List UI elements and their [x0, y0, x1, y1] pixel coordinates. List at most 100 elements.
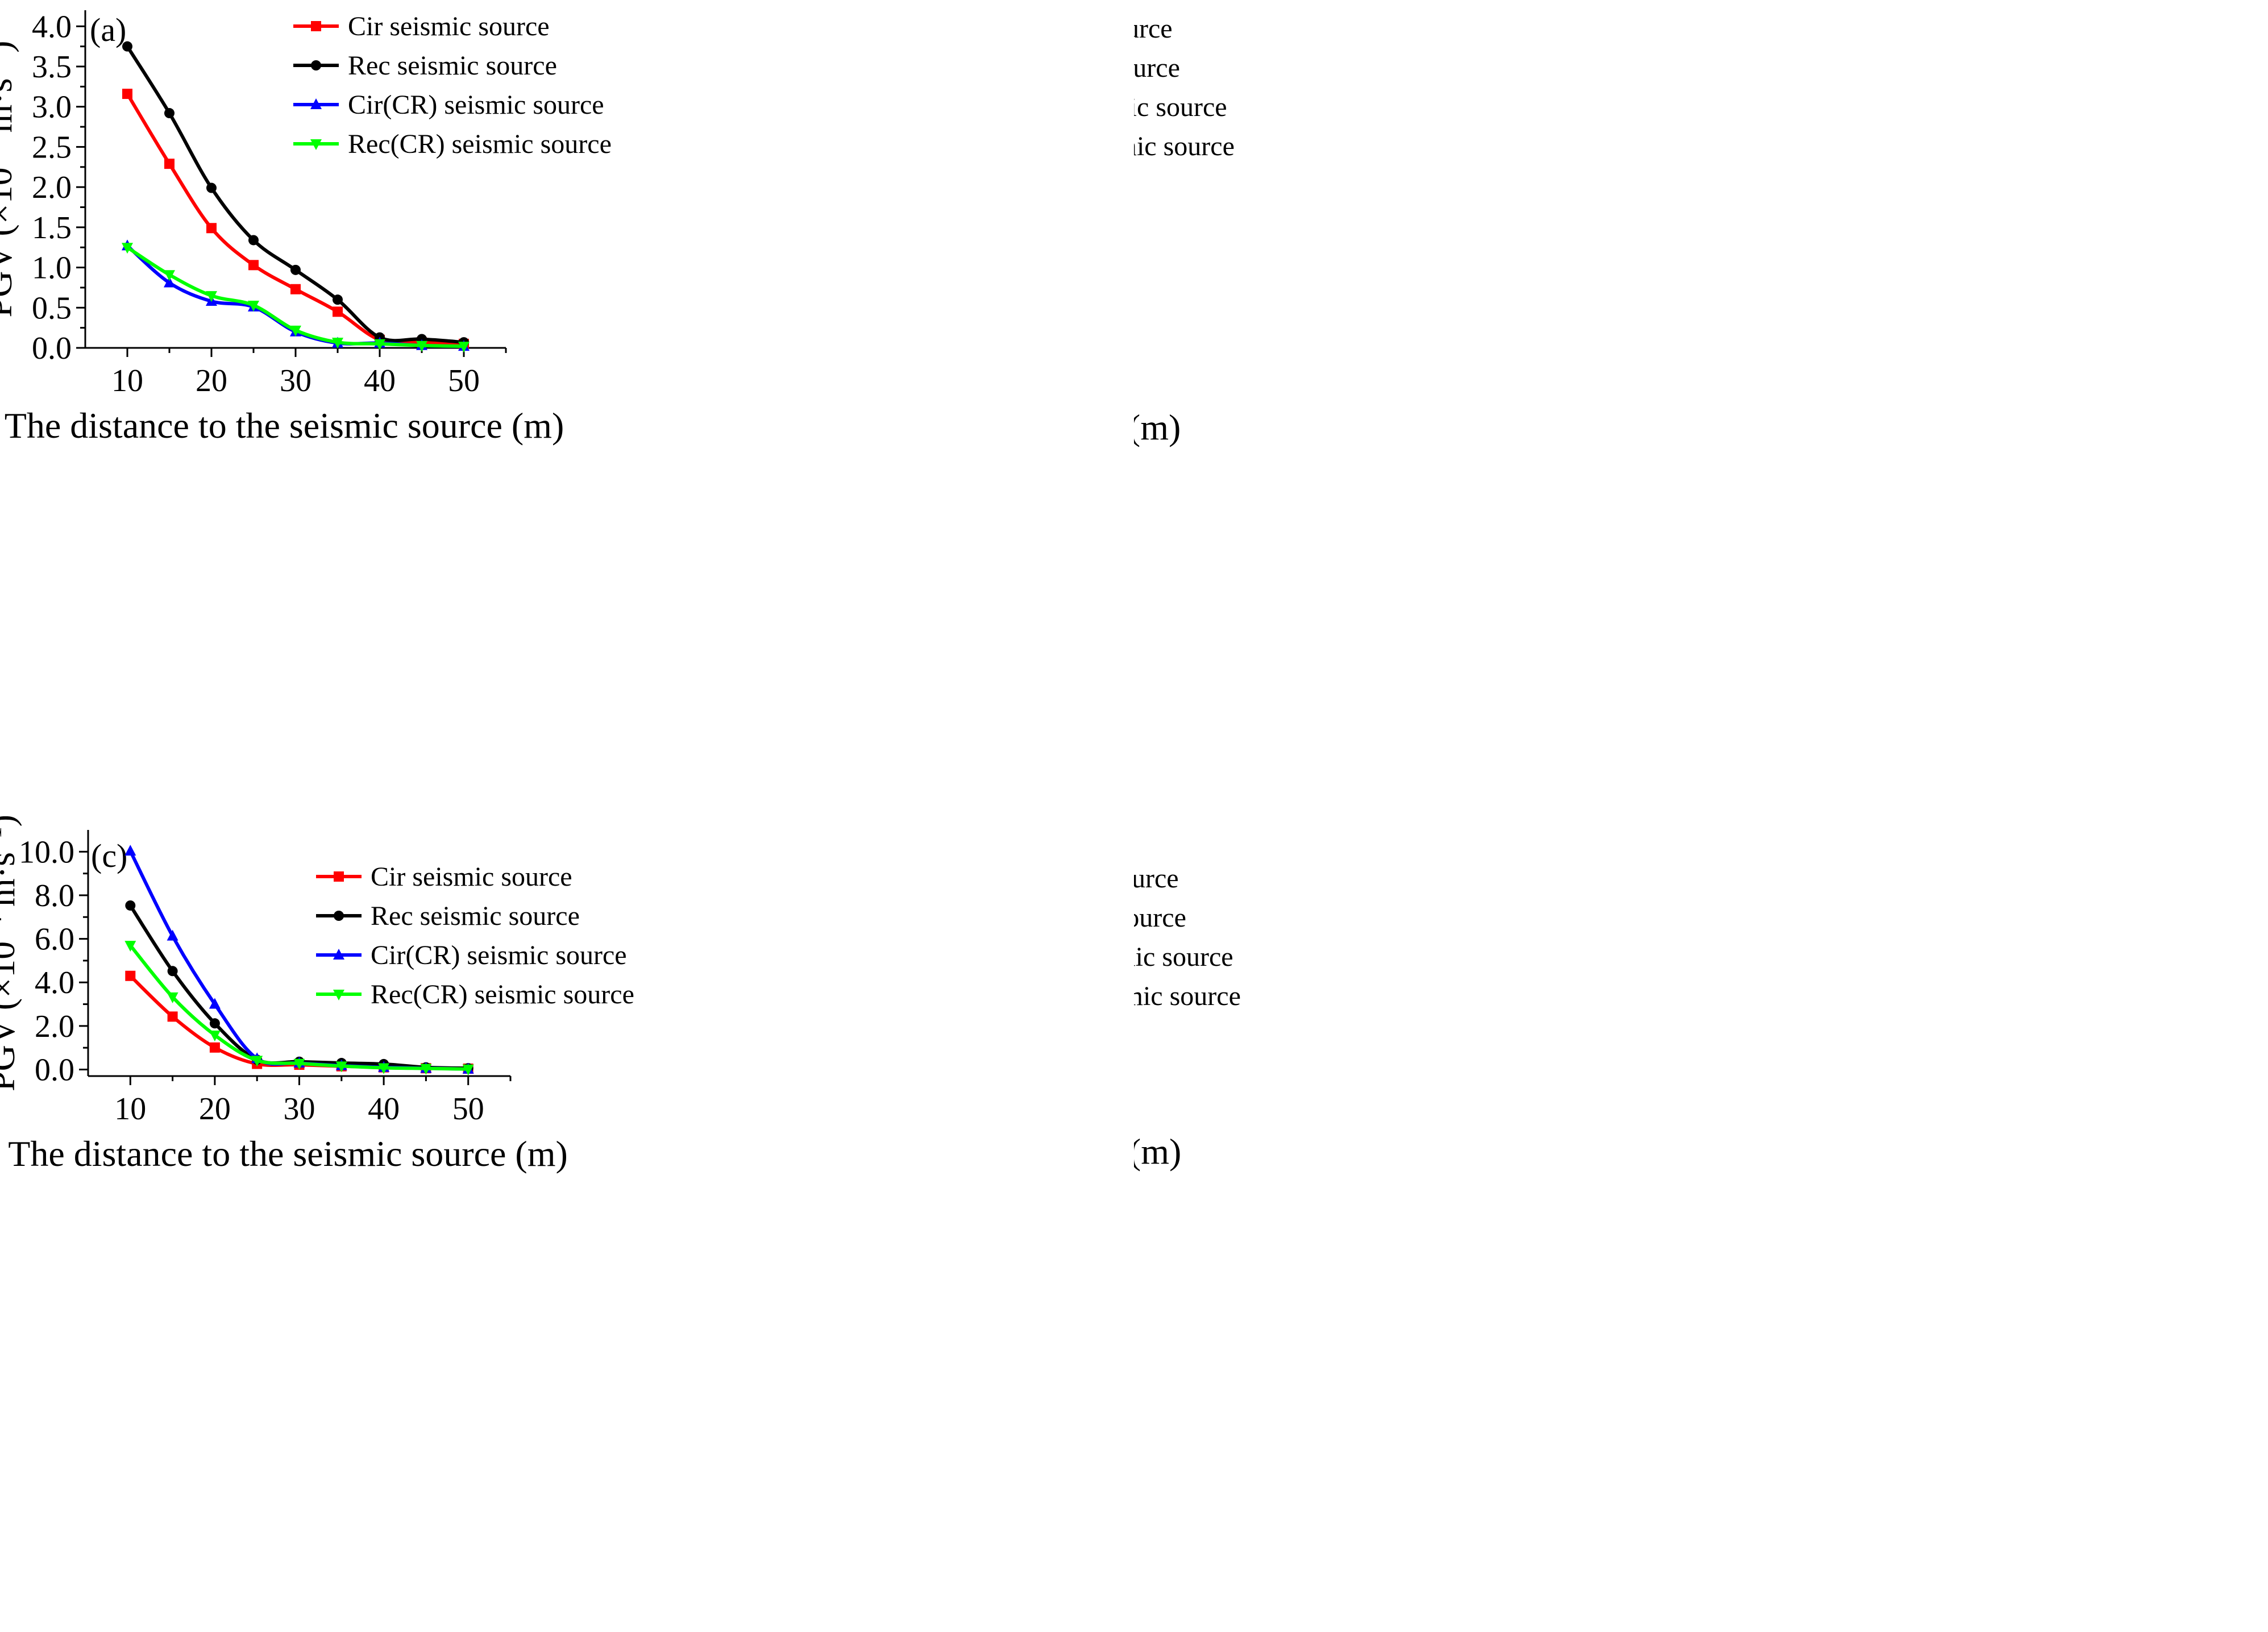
y-tick-label: 2.0 [35, 1009, 74, 1044]
y-axis-title: PGV (×10−4 m·s−1) [0, 816, 22, 1091]
data-point [167, 1011, 178, 1022]
x-tick-label: 50 [452, 1091, 484, 1127]
y-axis-title-part: PGV [0, 1010, 22, 1091]
x-tick-label: 40 [368, 1091, 400, 1127]
legend-label: Cir(CR) seismic source [1134, 92, 1227, 122]
data-point [164, 276, 175, 288]
x-tick-label: 40 [364, 363, 396, 398]
legend: Cir seismic source Rec seismic source Cir(… [316, 862, 634, 1010]
y-tick-label: 6.0 [35, 922, 74, 957]
y-axis-title-part: ) [0, 41, 19, 53]
legend-marker [334, 871, 344, 882]
data-point [290, 325, 301, 337]
data-point [248, 235, 259, 246]
data-point [332, 338, 343, 349]
x-axis-title: The distance to the seismic source (m) [8, 1133, 568, 1174]
data-point [335, 1061, 347, 1073]
y-axis-title: PGV (×10−4 m·s−1) [0, 41, 19, 318]
data-point [164, 270, 175, 281]
data-point [209, 1018, 220, 1029]
y-axis-title-part: PGV [0, 236, 19, 318]
data-point [167, 929, 178, 941]
legend-label: Cir(CR) seismic source [371, 940, 627, 970]
y-tick-label: 10.0 [19, 834, 74, 870]
y-tick-label: 0.0 [35, 1053, 74, 1088]
x-tick-label: 10 [114, 1091, 146, 1127]
y-axis-title-exponent: −4 [0, 916, 7, 941]
data-point [122, 243, 133, 254]
data-point [462, 1064, 474, 1075]
y-ticks: 0.0 0.5 1.0 1.5 2.0 2.5 3.0 3.5 4.0 [32, 9, 85, 366]
y-tick-label: 1.0 [32, 251, 72, 286]
legend-label: Cir(CR) seismic source [1134, 942, 1233, 972]
y-tick-label: 4.0 [32, 9, 72, 44]
legend-label: Cir(CR) seismic source [348, 90, 604, 120]
data-point [293, 1058, 305, 1070]
legend-label: Cir seismic source [371, 862, 572, 892]
series-3 [122, 243, 470, 353]
legend-label: Cir seismic source [1134, 14, 1173, 44]
y-axis-title-exponent: −1 [0, 827, 7, 852]
x-tick-label: 30 [284, 1091, 315, 1127]
series-3 [124, 941, 474, 1075]
y-axis-title-exponent: −1 [0, 53, 4, 78]
series-0 [122, 89, 469, 349]
x-tick-label: 30 [280, 363, 311, 398]
y-ticks: 0.0 2.0 4.0 6.0 8.0 10.0 [19, 834, 88, 1088]
data-point [124, 845, 136, 856]
legend-label: Rec seismic source [371, 901, 580, 931]
y-tick-label: 1.5 [32, 210, 72, 246]
legend-marker [334, 911, 344, 921]
x-tick-label: 50 [448, 363, 480, 398]
x-ticks: 10 20 30 40 50 [111, 348, 507, 398]
series-line [128, 944, 468, 1071]
data-point [167, 966, 178, 977]
legend-label: Rec(CR) seismic source [1134, 131, 1235, 161]
x-tick-label: 10 [111, 363, 143, 398]
legend-marker [333, 949, 344, 960]
legend-marker [311, 60, 321, 70]
legend: Cir seismic source Rec seismic source Cir(… [1134, 14, 1235, 161]
data-point [167, 992, 178, 1003]
legend-marker [310, 98, 322, 109]
data-point [206, 182, 217, 193]
data-point [420, 1064, 432, 1075]
y-tick-label: 0.5 [32, 290, 72, 326]
y-axis-title-part: (×10 [0, 167, 19, 236]
chart-panel-c: 0.0 2.0 4.0 6.0 8.0 10.0 10 20 30 40 50 The distanc… [0, 816, 634, 1174]
legend-label: Cir seismic source [348, 11, 550, 41]
data-point [378, 1063, 390, 1074]
data-point [458, 342, 470, 353]
x-axis-title: The distance to the seismic source (m) [1134, 407, 1181, 447]
y-tick-label: 2.5 [32, 130, 72, 165]
data-point [209, 998, 221, 1009]
data-point [122, 89, 132, 99]
panel-label: (c) [91, 837, 127, 874]
data-point [248, 260, 259, 271]
x-ticks: 10 20 30 40 50 [114, 1076, 512, 1127]
data-point [290, 264, 301, 275]
data-point [374, 339, 385, 350]
legend-marker [311, 21, 321, 31]
legend-label: Rec(CR) seismic source [1134, 981, 1241, 1011]
data-point [290, 284, 301, 294]
series-1 [122, 41, 469, 348]
data-point [164, 159, 175, 169]
data-point [333, 294, 343, 305]
data-point [164, 108, 175, 119]
data-point [125, 900, 136, 911]
data-point [333, 306, 343, 317]
x-axis-title: The distance to the seismic source (m) [1134, 1131, 1181, 1172]
data-point [206, 223, 217, 234]
x-tick-label: 20 [199, 1091, 231, 1127]
legend-label: Rec seismic source [1134, 903, 1186, 933]
series-line [126, 45, 464, 344]
y-tick-label: 8.0 [35, 878, 74, 913]
x-axis-title: The distance to the seismic source (m) [5, 405, 564, 446]
legend-marker [333, 990, 344, 1000]
legend-label: Rec(CR) seismic source [371, 979, 634, 1010]
data-point [124, 941, 136, 952]
y-tick-label: 0.0 [32, 331, 72, 366]
y-tick-label: 2.0 [32, 170, 72, 205]
